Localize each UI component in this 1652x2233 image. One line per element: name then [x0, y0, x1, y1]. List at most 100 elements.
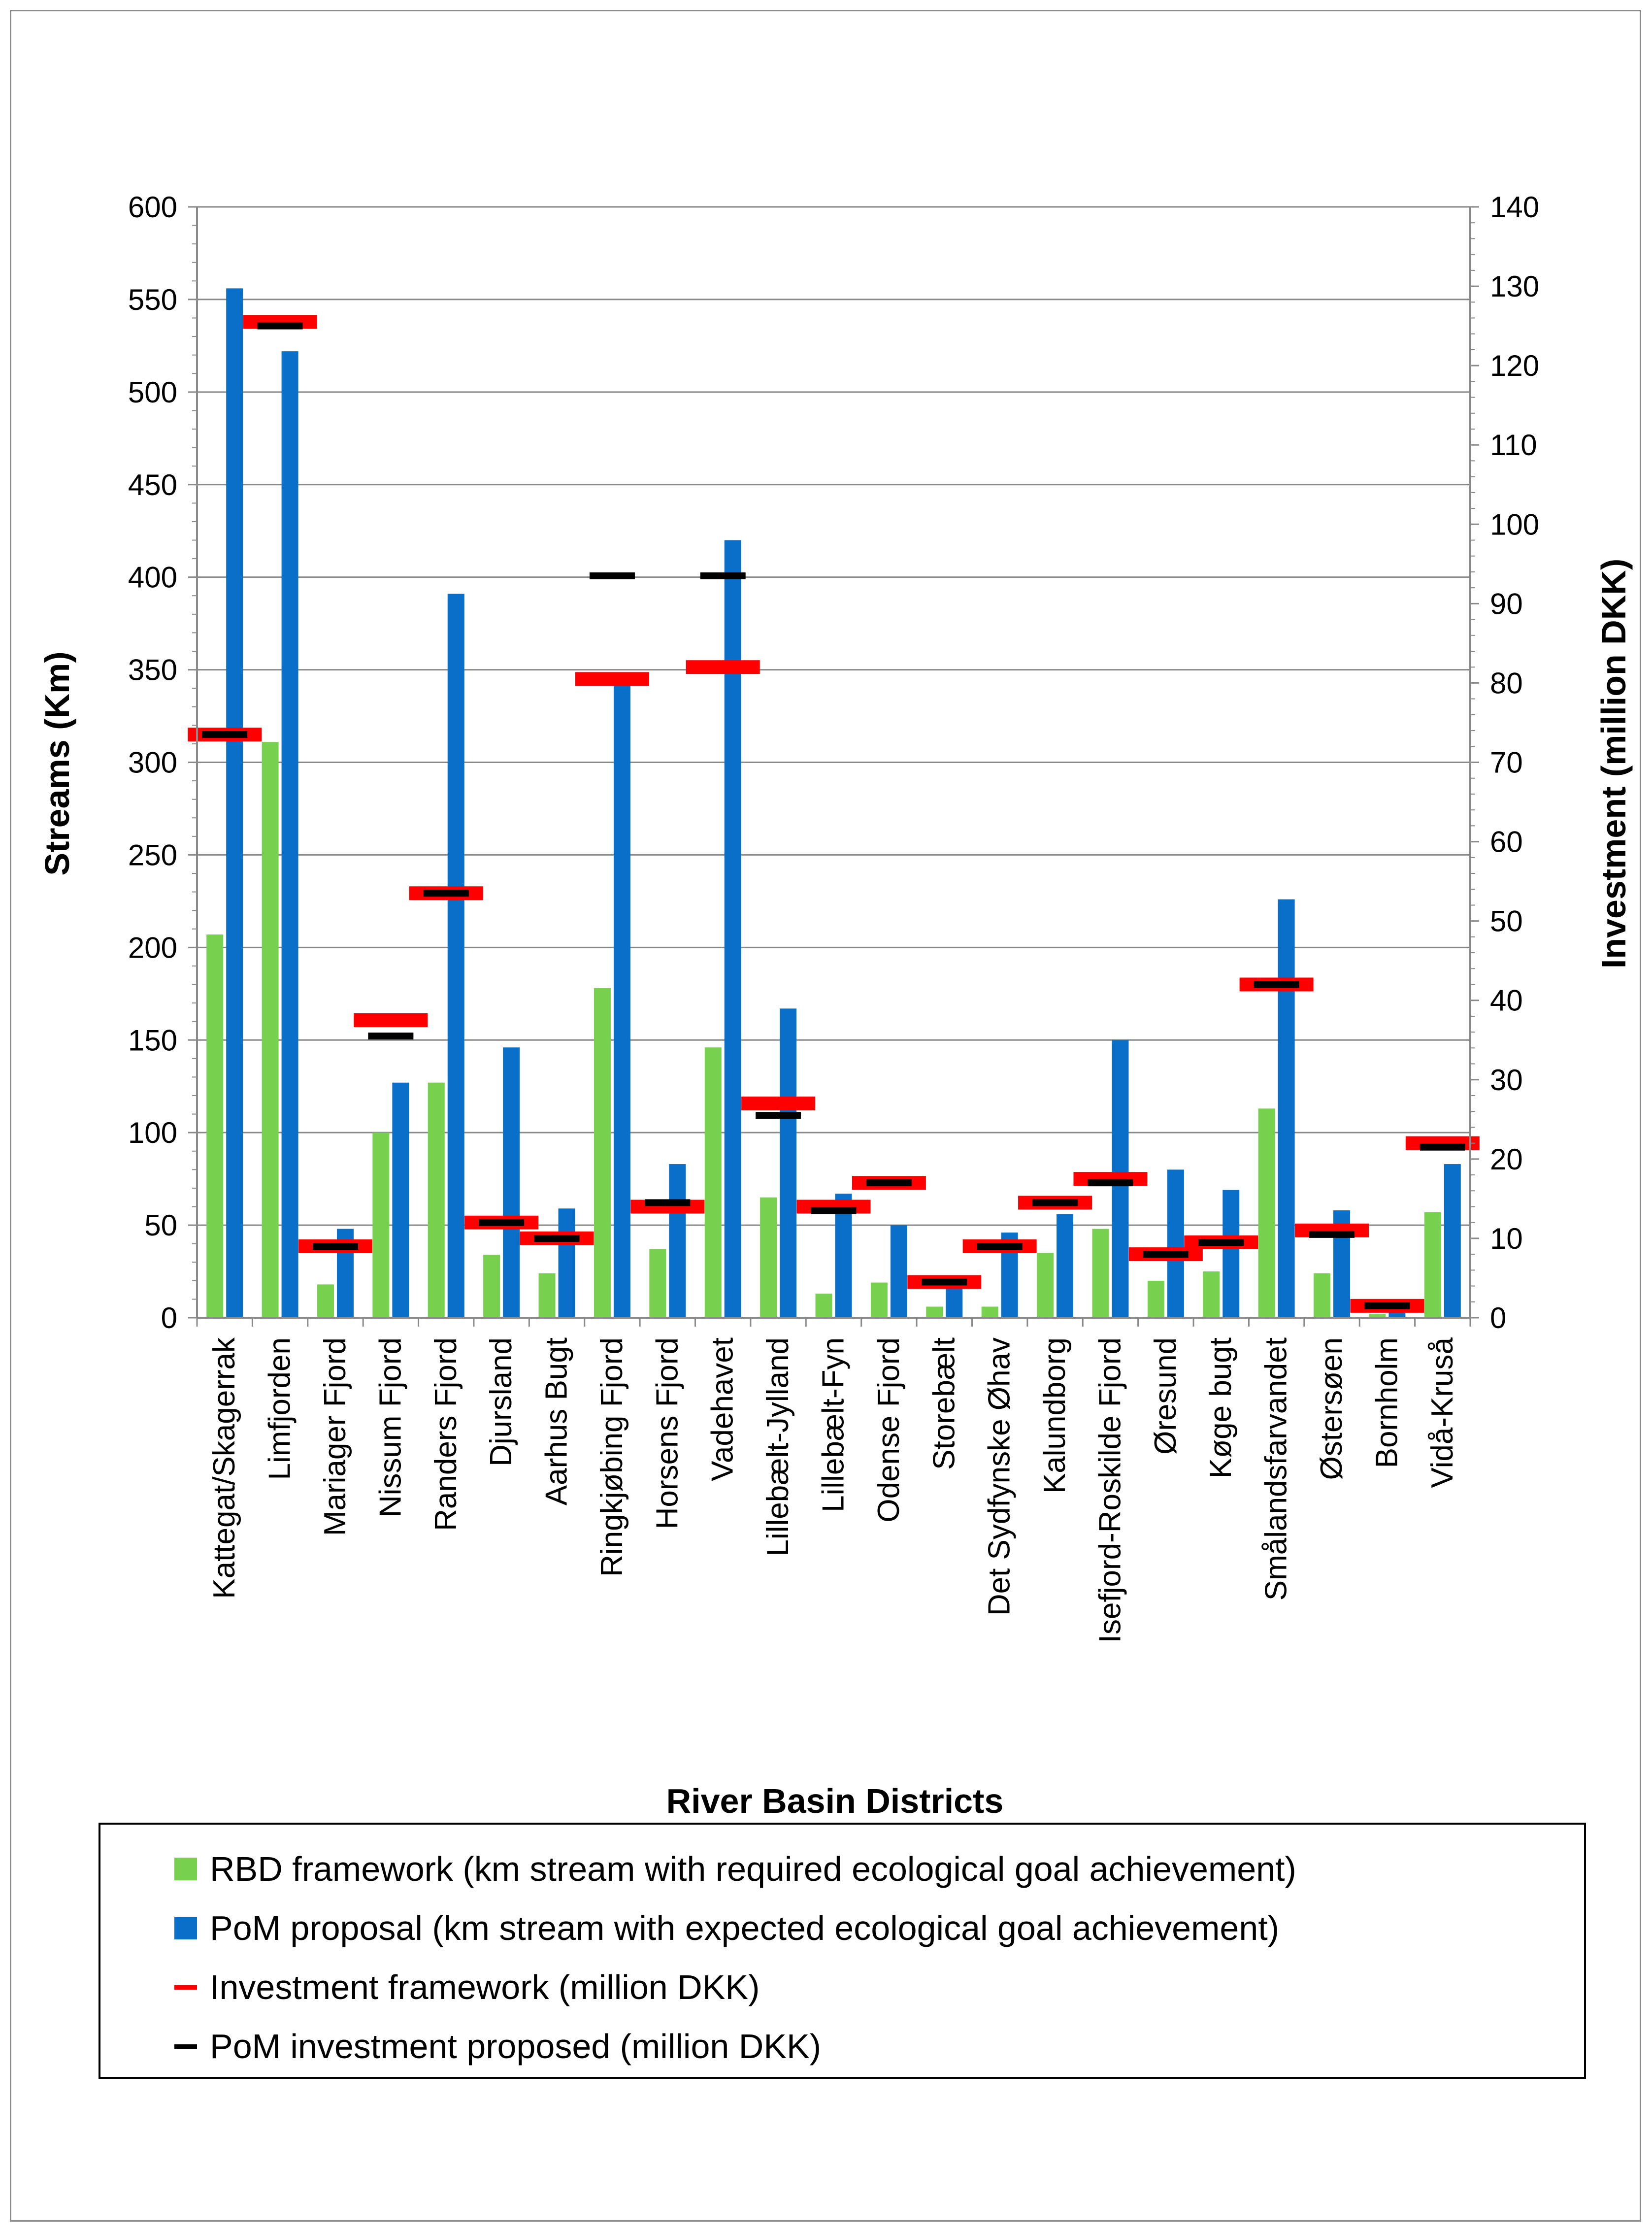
- legend-label: PoM investment proposed (million DKK): [210, 2027, 822, 2066]
- bar-pom-proposal: [613, 684, 630, 1318]
- bar-rbd-framework: [1203, 1271, 1220, 1318]
- category-label: Mariager Fjord: [318, 1337, 352, 1536]
- category-label: Nissum Fjord: [373, 1337, 407, 1517]
- category-label: Vadehavet: [706, 1337, 740, 1481]
- y-tick-label: 200: [128, 931, 177, 964]
- right-axis-ticks: 0 10 20 30 40 50 60 70 80 90 100 110 120 130 140: [1470, 191, 1539, 1334]
- legend-label: PoM proposal (km stream with expected ec…: [210, 1909, 1280, 1947]
- category-label: Ringkjøbing Fjord: [595, 1337, 629, 1577]
- bar-rbd-framework: [317, 1284, 334, 1318]
- bar-rbd-framework: [372, 1133, 390, 1318]
- marker-pom-investment: [866, 1179, 912, 1187]
- bar-rbd-framework: [1424, 1212, 1441, 1318]
- y-tick-label: 350: [128, 654, 177, 687]
- y2-tick-label: 90: [1490, 587, 1523, 620]
- legend-item-investment-framework: Investment framework (million DKK): [174, 1958, 760, 2017]
- bar-rbd-framework: [1037, 1253, 1054, 1318]
- y-tick-label: 300: [128, 746, 177, 779]
- bar-rbd-framework: [926, 1306, 943, 1318]
- marker-pom-investment: [1198, 1238, 1244, 1246]
- marker-pom-investment: [977, 1243, 1023, 1250]
- bars: [206, 288, 1461, 1318]
- x-axis-title: River Basin Districts: [666, 1782, 1004, 1820]
- category-label: Storebælt: [927, 1337, 961, 1470]
- bar-pom-proposal: [1278, 899, 1295, 1318]
- y-tick-label: 50: [144, 1209, 177, 1242]
- legend-swatch-red-dash: [174, 1985, 197, 1990]
- bar-pom-proposal: [226, 288, 243, 1318]
- y2-tick-label: 110: [1490, 429, 1537, 462]
- bar-rbd-framework: [538, 1273, 556, 1318]
- y-tick-label: 500: [128, 376, 177, 409]
- category-label: Aarhus Bugt: [540, 1337, 574, 1505]
- marker-pom-investment: [1032, 1199, 1078, 1206]
- category-label: Smålandsfarvandet: [1259, 1337, 1293, 1600]
- bar-pom-proposal: [558, 1208, 575, 1318]
- y-tick-label: 150: [128, 1024, 177, 1057]
- marker-pom-investment: [811, 1207, 857, 1214]
- y-tick-label: 250: [128, 838, 177, 871]
- category-label: Det Sydfynske Øhav: [983, 1337, 1017, 1616]
- y2-tick-label: 10: [1490, 1222, 1523, 1255]
- bar-rbd-framework: [428, 1082, 445, 1318]
- y2-tick-label: 80: [1490, 667, 1523, 700]
- marker-pom-investment: [1254, 981, 1299, 988]
- category-label: Isefjord-Roskilde Fjord: [1093, 1337, 1127, 1643]
- bar-pom-proposal: [1167, 1169, 1184, 1318]
- legend-label: RBD framework (km stream with required e…: [210, 1850, 1296, 1888]
- legend-item-rbd-framework: RBD framework (km stream with required e…: [174, 1839, 1296, 1899]
- marker-pom-investment: [1088, 1179, 1133, 1187]
- bar-rbd-framework: [704, 1047, 722, 1318]
- category-label: Djursland: [484, 1337, 518, 1466]
- bar-rbd-framework: [981, 1306, 998, 1318]
- marker-pom-investment: [1420, 1143, 1465, 1151]
- category-label: Randers Fjord: [429, 1337, 463, 1531]
- marker-pom-investment: [700, 572, 746, 579]
- category-label: Lillebælt-Jylland: [761, 1337, 795, 1557]
- marker-pom-investment: [257, 322, 303, 330]
- y-tick-label: 100: [128, 1116, 177, 1149]
- category-labels: Kattegat/Skagerrak Limfjorden Mariager Fjo…: [207, 1337, 1459, 1643]
- legend-swatch-black-dash: [174, 2044, 197, 2049]
- y2-tick-label: 120: [1490, 349, 1539, 382]
- y2-tick-label: 0: [1490, 1301, 1506, 1334]
- y2-tick-label: 130: [1490, 270, 1539, 303]
- bar-rbd-framework: [870, 1282, 888, 1318]
- marker-pom-investment: [312, 1243, 358, 1250]
- bar-rbd-framework: [1258, 1108, 1275, 1318]
- marker-pom-investment: [423, 890, 469, 897]
- bar-rbd-framework: [594, 988, 611, 1318]
- bar-rbd-framework: [262, 742, 279, 1318]
- bar-rbd-framework: [649, 1249, 666, 1318]
- bar-rbd-framework: [760, 1197, 777, 1318]
- category-label: Øresund: [1149, 1337, 1183, 1455]
- legend-item-pom-proposal: PoM proposal (km stream with expected ec…: [174, 1899, 1279, 1958]
- marker-pom-investment: [756, 1112, 801, 1119]
- bar-pom-proposal: [1057, 1214, 1074, 1318]
- legend: RBD framework (km stream with required e…: [99, 1823, 1586, 2079]
- legend-swatch-green: [174, 1858, 197, 1880]
- left-axis-ticks: 0 50 100 150 200 250 300 350 400 450 500 550 600: [128, 191, 197, 1334]
- y2-tick-label: 50: [1490, 905, 1523, 938]
- bar-rbd-framework: [1092, 1229, 1109, 1318]
- bar-pom-proposal: [835, 1194, 852, 1318]
- y-tick-label: 600: [128, 191, 177, 224]
- chart: 0 50 100 150 200 250 300 350 400 450 500 550 600 0 10…: [38, 191, 1633, 1820]
- marker-pom-investment: [589, 572, 635, 579]
- category-label: Lillebælt-Fyn: [817, 1337, 851, 1512]
- y-tick-label: 400: [128, 561, 177, 594]
- y-tick-label: 450: [128, 468, 177, 501]
- y2-tick-label: 70: [1490, 746, 1523, 779]
- y2-axis-title: Investment (million DKK): [1594, 559, 1633, 968]
- bar-pom-proposal: [447, 594, 464, 1318]
- bar-rbd-framework: [1147, 1280, 1164, 1318]
- legend-swatch-blue: [174, 1917, 197, 1939]
- y2-tick-label: 40: [1490, 984, 1523, 1017]
- category-label: Limfjorden: [263, 1337, 297, 1480]
- bar-rbd-framework: [206, 934, 224, 1318]
- category-label: Horsens Fjord: [650, 1337, 684, 1529]
- marker-pom-investment: [1309, 1231, 1355, 1238]
- legend-item-pom-investment: PoM investment proposed (million DKK): [174, 2017, 821, 2076]
- bar-pom-proposal: [890, 1225, 907, 1318]
- category-label: Østersøen: [1315, 1337, 1349, 1480]
